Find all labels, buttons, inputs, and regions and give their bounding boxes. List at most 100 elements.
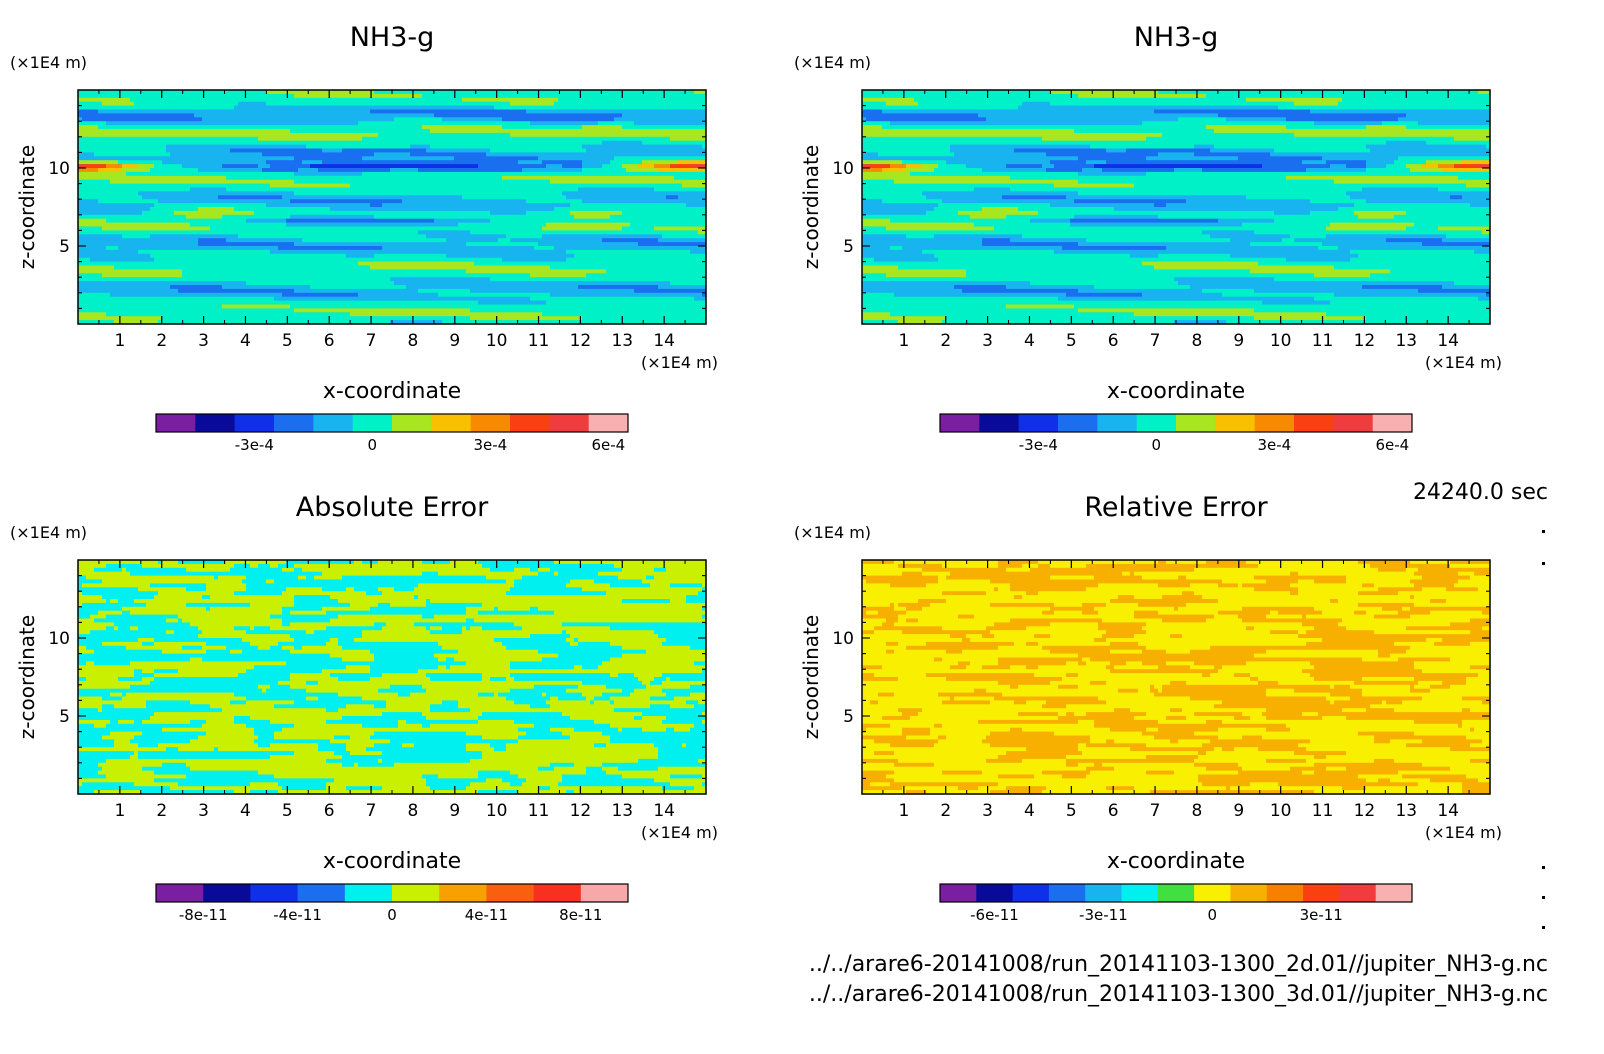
x-tick-label: 5 [282, 331, 293, 351]
x-tick-label: 8 [1192, 331, 1203, 351]
y-axis-label: z-coordinate [799, 615, 823, 739]
colorbar-tick-label: 6e-4 [591, 436, 625, 454]
colorbar-swatch [1303, 884, 1340, 902]
x-tick-label: 10 [1270, 331, 1292, 351]
colorbar-swatch [1058, 414, 1098, 432]
colorbar-tick-label: 0 [1208, 906, 1218, 924]
x-tick-label: 7 [366, 801, 377, 821]
x-tick-label: 9 [449, 331, 460, 351]
colorbar-frame [155, 883, 629, 903]
dot-marker [1542, 530, 1545, 533]
colorbar-tick-label: -4e-11 [273, 906, 322, 924]
x-tick-label: 7 [366, 331, 377, 351]
x-tick-label: 5 [1066, 801, 1077, 821]
x-unit-label: (×1E4 m) [1425, 823, 1502, 842]
x-tick-label: 9 [449, 801, 460, 821]
colorbar-swatch [486, 884, 535, 902]
colorbar-swatch [1136, 414, 1177, 432]
colorbar-tick-label: -8e-11 [179, 906, 228, 924]
x-tick-label: 13 [611, 801, 633, 821]
x-tick-label: 12 [570, 331, 592, 351]
colorbar-swatch [439, 884, 487, 902]
y-tick-label: 5 [59, 707, 70, 727]
heatmap-field [78, 90, 706, 324]
x-tick-label: 14 [1437, 331, 1459, 351]
x-tick-label: 11 [528, 801, 550, 821]
y-tick-label: 5 [843, 237, 854, 257]
x-tick-label: 4 [1024, 801, 1035, 821]
colorbar-swatch [1121, 884, 1159, 902]
x-unit-label: (×1E4 m) [1425, 353, 1502, 372]
colorbar-swatch [1018, 414, 1059, 432]
colorbar-swatch [588, 414, 629, 432]
colorbar-tick-label: 4e-11 [465, 906, 508, 924]
colorbar-swatch [1048, 884, 1086, 902]
x-tick-label: 6 [324, 801, 335, 821]
x-tick-label: 10 [486, 331, 508, 351]
x-tick-label: 2 [156, 801, 167, 821]
colorbar-swatch [156, 884, 204, 902]
colorbar-swatch [1176, 414, 1216, 432]
y-axis-label: z-coordinate [15, 615, 39, 739]
x-tick-label: 9 [1233, 801, 1244, 821]
colorbar-tick-label: 6e-4 [1375, 436, 1409, 454]
colorbar-swatch [940, 414, 980, 432]
y-unit-label: (×1E4 m) [794, 523, 871, 542]
chart-panel: NH3-g (×1E4 m) (×1E4 m) x-coordinate z-coord… [10, 22, 718, 454]
colorbar-swatch [1215, 414, 1256, 432]
y-tick-label: 5 [843, 707, 854, 727]
dot-marker [1542, 926, 1545, 929]
colorbar-frame [939, 883, 1413, 903]
x-tick-label: 5 [282, 801, 293, 821]
colorbar-swatch [352, 414, 393, 432]
x-unit-label: (×1E4 m) [641, 353, 718, 372]
x-tick-label: 10 [486, 801, 508, 821]
x-tick-label: 8 [1192, 801, 1203, 821]
x-axis-label: x-coordinate [1107, 849, 1245, 874]
colorbar-tick-label: 3e-4 [473, 436, 507, 454]
x-tick-label: 1 [898, 331, 909, 351]
colorbar-swatch [1375, 884, 1413, 902]
x-tick-label: 6 [324, 331, 335, 351]
y-axis-label: z-coordinate [799, 145, 823, 269]
colorbar-swatch [1230, 884, 1268, 902]
x-tick-label: 13 [1395, 331, 1417, 351]
y-unit-label: (×1E4 m) [794, 53, 871, 72]
chart-title: NH3-g [350, 22, 435, 53]
x-tick-label: 2 [940, 801, 951, 821]
colorbar-swatch [976, 884, 1014, 902]
colorbar-swatch [1339, 884, 1377, 902]
colorbar-swatch [392, 884, 440, 902]
x-tick-label: 11 [1312, 331, 1334, 351]
y-tick-label: 10 [48, 629, 70, 649]
x-tick-label: 4 [240, 331, 251, 351]
x-tick-label: 1 [114, 801, 125, 821]
chart-title: NH3-g [1134, 22, 1219, 53]
colorbar-swatch [274, 414, 314, 432]
colorbar-swatch [1254, 414, 1295, 432]
heatmap-field [78, 560, 706, 794]
dot-marker [1542, 562, 1545, 565]
colorbar-frame [939, 413, 1413, 433]
x-tick-label: 7 [1150, 801, 1161, 821]
x-axis-label: x-coordinate [323, 849, 461, 874]
file-path-2d: ../../arare6-20141008/run_20141103-1300_… [808, 952, 1548, 977]
colorbar-swatch [1266, 884, 1304, 902]
colorbar-swatch [940, 884, 977, 902]
x-tick-label: 2 [156, 331, 167, 351]
colorbar-swatch [979, 414, 1020, 432]
colorbar-swatch [1085, 884, 1123, 902]
colorbar-swatch [156, 414, 196, 432]
x-tick-label: 4 [240, 801, 251, 821]
time-label: 24240.0 sec [1412, 480, 1548, 505]
colorbar-swatch [1012, 884, 1050, 902]
chart-panel: NH3-g (×1E4 m) (×1E4 m) x-coordinate z-coord… [794, 22, 1502, 454]
colorbar-tick-label: 0 [387, 906, 397, 924]
colorbar-swatch [1097, 414, 1138, 432]
y-tick-label: 10 [832, 629, 854, 649]
x-tick-label: 13 [611, 331, 633, 351]
x-tick-label: 5 [1066, 331, 1077, 351]
colorbar-tick-label: -3e-4 [1019, 436, 1058, 454]
colorbar-swatch [1333, 414, 1374, 432]
colorbar-tick-label: 0 [368, 436, 378, 454]
